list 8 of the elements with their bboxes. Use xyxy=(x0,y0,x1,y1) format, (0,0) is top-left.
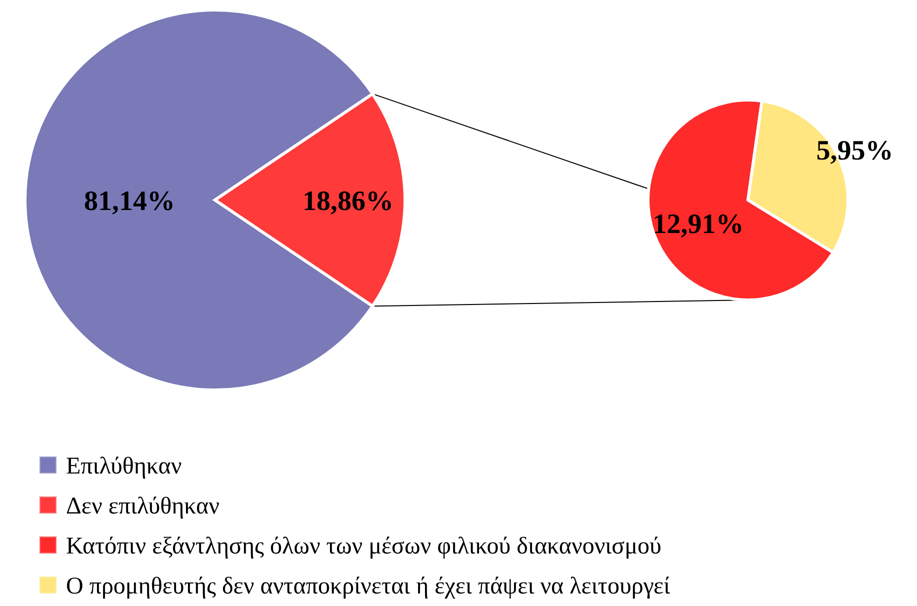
legend-label: Επιλύθηκαν xyxy=(66,453,182,480)
data-label: 18,86% xyxy=(302,186,394,217)
data-label: 5,95% xyxy=(816,136,894,167)
data-label: 81,14% xyxy=(84,186,175,217)
legend-label: Κατόπιν εξάντλησης όλων των μέσων φιλικού διακανονισμού xyxy=(66,533,662,560)
legend-label: Δεν επιλύθηκαν xyxy=(66,493,220,520)
legend-label: Ο προμηθευτής δεν ανταποκρίνεται ή έχει πάψει να λειτουργεί xyxy=(66,573,671,600)
data-label: 12,91% xyxy=(652,209,744,240)
